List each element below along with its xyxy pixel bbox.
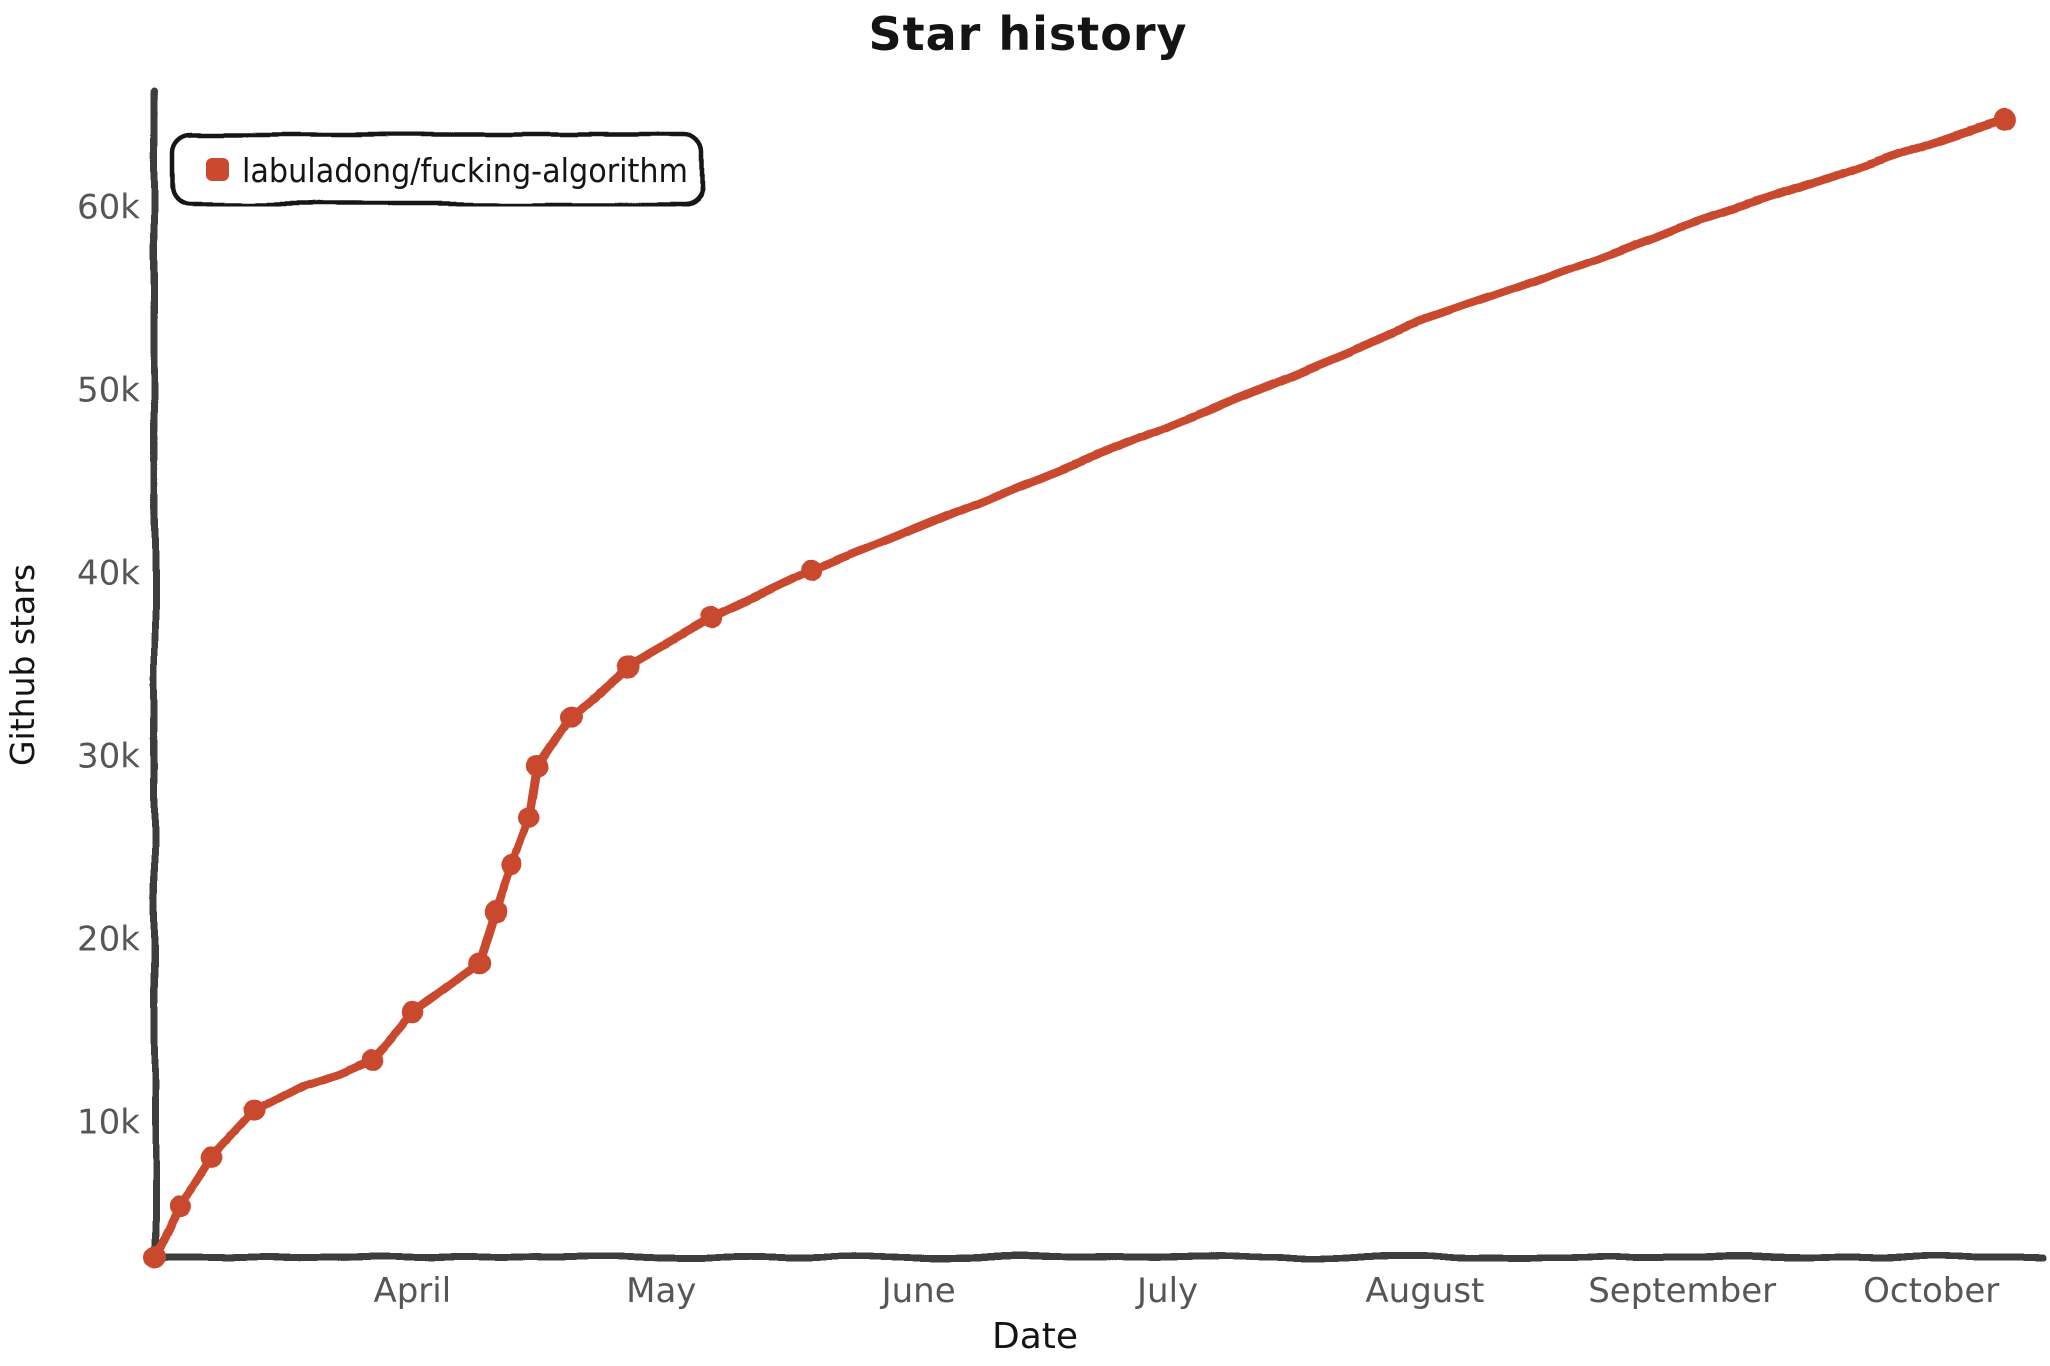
x-tick-label: June <box>880 1271 956 1311</box>
data-point-marker <box>559 706 581 729</box>
x-tick-label: October <box>1863 1271 1999 1311</box>
data-point-marker <box>168 1196 191 1219</box>
series-group <box>144 107 2017 1268</box>
data-point-marker <box>401 1000 424 1023</box>
data-point-marker <box>467 951 490 974</box>
data-point-marker <box>500 856 523 879</box>
x-tick-label: April <box>373 1271 451 1311</box>
data-point-marker <box>799 559 822 582</box>
data-point-marker <box>700 607 723 630</box>
axes: 10k 20k 30k 40k 50k 60k April May June July August… <box>77 88 2048 1311</box>
y-tick-label: 10k <box>77 1103 140 1143</box>
axis-line <box>149 88 2048 1261</box>
y-tick-label: 60k <box>77 188 140 228</box>
data-point-marker <box>243 1099 266 1122</box>
x-axis-title: Date <box>992 1316 1078 1357</box>
axis-spines <box>149 88 2048 1261</box>
data-point-marker <box>359 1048 382 1071</box>
x-tick-label: May <box>626 1271 696 1311</box>
x-tick-label: September <box>1588 1271 1776 1311</box>
data-point-marker <box>525 755 548 778</box>
chart-title: Star history <box>868 7 1187 61</box>
data-point-marker <box>617 654 640 677</box>
legend-label: labuladong/fucking-algorithm <box>242 151 688 190</box>
x-tick-label: August <box>1365 1271 1484 1311</box>
data-point-marker <box>1994 107 2017 130</box>
legend-box <box>170 131 706 207</box>
series-line <box>150 114 2011 1262</box>
data-point-marker <box>202 1145 225 1168</box>
data-point-marker <box>484 901 507 924</box>
data-point-marker <box>517 806 540 829</box>
y-tick-label: 20k <box>77 920 140 960</box>
y-tick-label: 30k <box>77 737 140 777</box>
legend: labuladong/fucking-algorithm <box>170 131 706 207</box>
legend-marker <box>206 158 229 181</box>
y-tick-label: 40k <box>77 554 140 594</box>
y-axis-title: Github stars <box>3 564 42 766</box>
y-tick-label: 50k <box>77 371 140 411</box>
x-tick-label: July <box>1135 1271 1198 1311</box>
data-point-marker <box>144 1246 166 1268</box>
